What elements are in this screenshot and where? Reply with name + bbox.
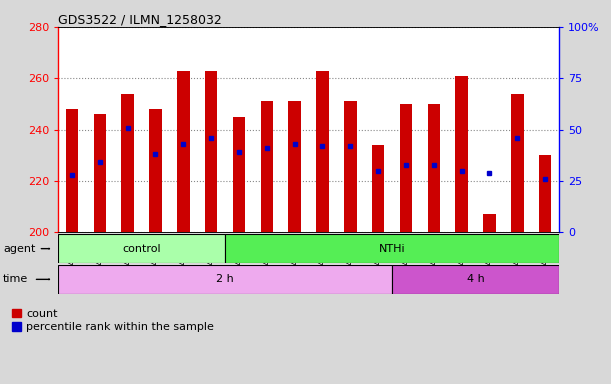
Bar	[316, 71, 329, 232]
Bar	[177, 71, 189, 232]
Bar	[511, 94, 524, 232]
Text: time: time	[3, 274, 28, 285]
Bar	[149, 109, 162, 232]
Legend: count, percentile rank within the sample: count, percentile rank within the sample	[12, 309, 214, 333]
Bar	[288, 101, 301, 232]
Bar	[205, 71, 218, 232]
Text: NTHi: NTHi	[379, 243, 405, 254]
Bar	[122, 94, 134, 232]
Text: control: control	[122, 243, 161, 254]
Bar	[400, 104, 412, 232]
Bar	[233, 117, 245, 232]
Text: 4 h: 4 h	[467, 274, 485, 285]
Bar	[455, 76, 468, 232]
Bar	[58, 234, 225, 263]
Bar	[260, 101, 273, 232]
Text: agent: agent	[3, 243, 35, 254]
Bar	[66, 109, 78, 232]
Text: 2 h: 2 h	[216, 274, 234, 285]
Bar	[428, 104, 440, 232]
Bar	[372, 145, 384, 232]
Text: GDS3522 / ILMN_1258032: GDS3522 / ILMN_1258032	[58, 13, 222, 26]
Bar	[392, 265, 559, 294]
Bar	[483, 214, 496, 232]
Bar	[539, 155, 551, 232]
Bar	[58, 265, 392, 294]
Bar	[225, 234, 559, 263]
Bar	[344, 101, 357, 232]
Bar	[93, 114, 106, 232]
